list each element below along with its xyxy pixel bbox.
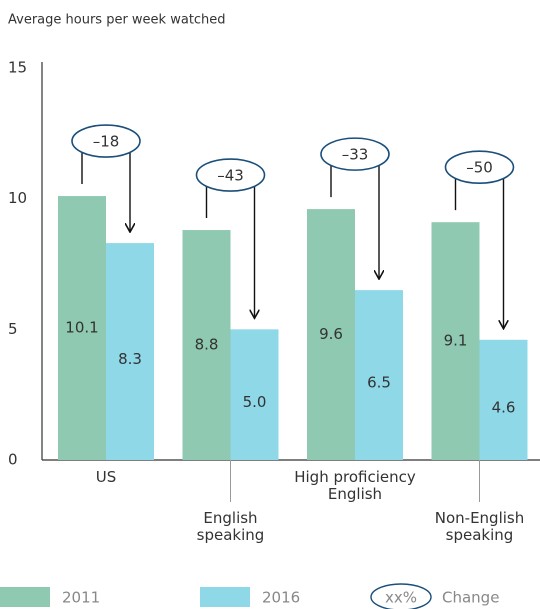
change-label: –18 [93, 133, 120, 151]
y-tick-label: 15 [8, 59, 27, 77]
bar [479, 339, 528, 460]
bar [355, 290, 403, 460]
chart-title: Average hours per week watched [8, 13, 226, 28]
x-tick-label: US [95, 468, 117, 486]
legend-label: 2011 [62, 589, 100, 607]
legend-symbol: xx% [385, 589, 417, 607]
y-tick-label: 5 [8, 320, 18, 338]
legend-label: 2016 [262, 589, 300, 607]
x-tick-label: High proficiency English [294, 468, 416, 503]
value-label: 5.0 [243, 393, 267, 411]
bar [106, 243, 154, 460]
legend-oval [370, 583, 432, 609]
y-tick-label: 10 [8, 189, 27, 207]
x-tick-label: English speaking [196, 509, 265, 544]
x-tick-label: Non-English speaking [434, 509, 525, 544]
value-label: 4.6 [492, 398, 516, 416]
value-label: 8.8 [195, 336, 219, 354]
bar [58, 196, 106, 460]
change-label: –43 [217, 167, 244, 185]
change-label: –50 [466, 159, 493, 177]
bar [230, 329, 279, 460]
change-oval [71, 124, 141, 158]
bar [431, 222, 480, 460]
legend-swatch [200, 587, 250, 607]
bar [182, 230, 231, 460]
change-oval [444, 150, 515, 184]
bar [307, 209, 355, 460]
value-label: 10.1 [65, 319, 98, 337]
legend-swatch [0, 587, 50, 607]
value-label: 9.6 [319, 325, 343, 343]
legend-label: Change [442, 589, 499, 607]
value-label: 9.1 [444, 332, 468, 350]
change-label: –33 [342, 146, 369, 164]
value-label: 8.3 [118, 350, 142, 368]
change-oval [320, 137, 390, 171]
change-oval [195, 158, 266, 192]
value-label: 6.5 [367, 374, 391, 392]
y-tick-label: 0 [8, 451, 18, 469]
